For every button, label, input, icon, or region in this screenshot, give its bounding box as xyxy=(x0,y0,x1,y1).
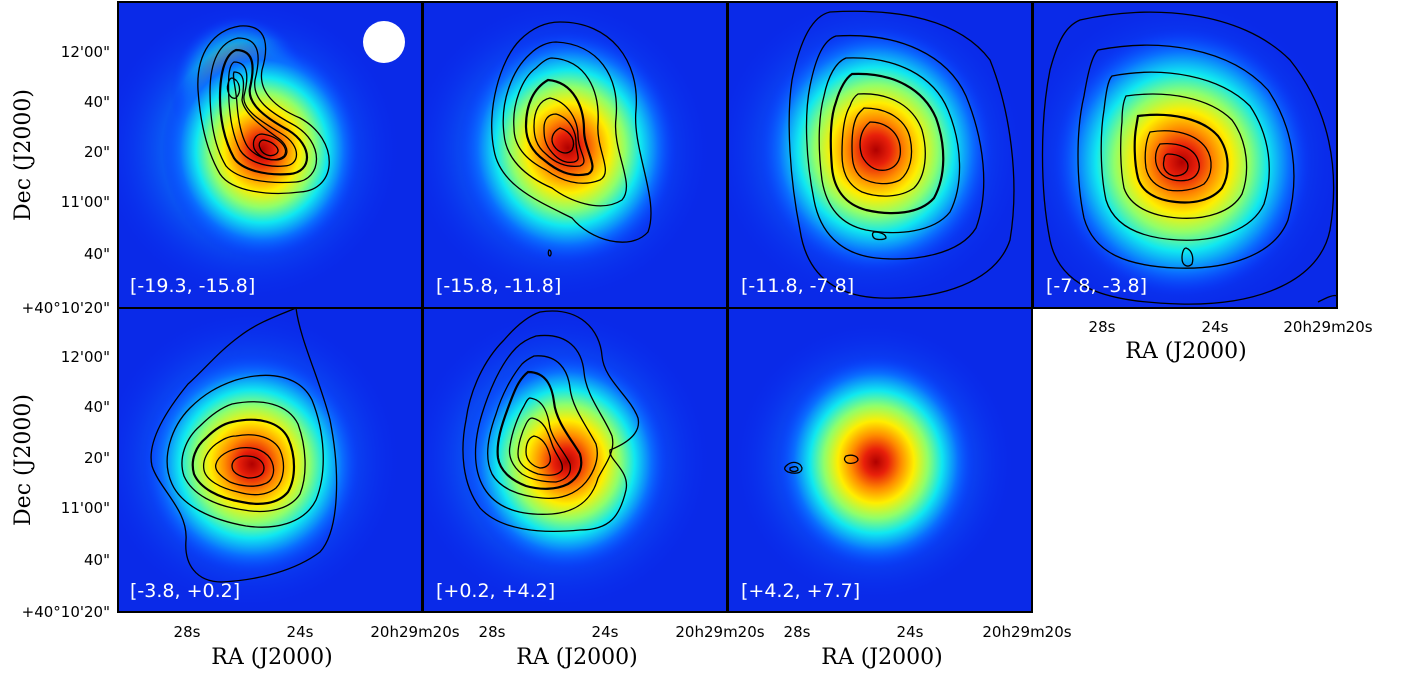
x-tick-label: 28s xyxy=(174,623,201,641)
y-tick-label: 40" xyxy=(84,398,110,416)
channel-panel-6: [+0.2, +4.2] xyxy=(422,307,728,613)
intensity-map xyxy=(1033,2,1337,308)
x-tick-label: 24s xyxy=(1202,318,1229,336)
intensity-map xyxy=(728,2,1032,308)
x-axis-label: RA (J2000) xyxy=(211,645,332,670)
panel-frame xyxy=(727,307,1033,613)
x-tick-label: 24s xyxy=(897,623,924,641)
intensity-map xyxy=(118,308,422,612)
y-axis-label: Dec (J2000) xyxy=(11,394,36,526)
y-axis-top: Dec (J2000) 12'00" 40" 20" 11'00" 40" +4… xyxy=(11,43,110,317)
channel-panel-7: [+4.2, +7.7] xyxy=(727,307,1033,613)
contours xyxy=(784,454,859,474)
intensity-map xyxy=(728,308,1032,612)
y-tick-label: 40" xyxy=(84,551,110,569)
x-axis-panel-5: 28s 24s 20h29m20s RA (J2000) xyxy=(174,623,460,670)
x-axis-label: RA (J2000) xyxy=(821,645,942,670)
x-axis-label: RA (J2000) xyxy=(1125,339,1246,364)
y-tick-label: +40°10'20" xyxy=(22,603,110,621)
velocity-range-label: [-19.3, -15.8] xyxy=(130,275,255,297)
x-tick-label: 28s xyxy=(479,623,506,641)
x-tick-label: 20h29m20s xyxy=(370,623,459,641)
panel-frame xyxy=(1032,1,1338,309)
y-tick-label: 11'00" xyxy=(61,193,110,211)
y-tick-label: +40°10'20" xyxy=(22,299,110,317)
velocity-range-label: [+0.2, +4.2] xyxy=(436,580,555,602)
intensity-map xyxy=(423,308,727,612)
y-tick-label: 20" xyxy=(84,143,110,161)
channel-panel-5: [-3.8, +0.2] xyxy=(117,307,423,613)
contours xyxy=(150,308,338,583)
y-tick-label: 12'00" xyxy=(61,348,110,366)
contours xyxy=(197,25,330,195)
velocity-range-label: [-7.8, -3.8] xyxy=(1046,275,1147,297)
y-axis-bottom: Dec (J2000) 12'00" 40" 20" 11'00" 40" +4… xyxy=(11,348,110,621)
velocity-range-label: [-11.8, -7.8] xyxy=(741,275,854,297)
y-tick-label: 12'00" xyxy=(61,43,110,61)
x-axis-panel-4: 28s 24s 20h29m20s RA (J2000) xyxy=(1089,318,1373,364)
x-tick-label: 20h29m20s xyxy=(982,623,1071,641)
channel-panel-1: [-19.3, -15.8] xyxy=(117,1,423,309)
x-tick-label: 20h29m20s xyxy=(1283,318,1372,336)
velocity-range-label: [-15.8, -11.8] xyxy=(436,275,561,297)
channel-panel-4: [-7.8, -3.8] xyxy=(1032,1,1338,309)
contours xyxy=(462,310,640,532)
y-tick-label: 40" xyxy=(84,93,110,111)
channel-panel-2: [-15.8, -11.8] xyxy=(422,1,728,309)
x-tick-label: 28s xyxy=(1089,318,1116,336)
channel-panel-3: [-11.8, -7.8] xyxy=(727,1,1033,309)
x-axis-label: RA (J2000) xyxy=(516,645,637,670)
x-axis-panel-6: 28s 24s 20h29m20s RA (J2000) xyxy=(479,623,765,670)
contours xyxy=(1041,11,1337,305)
x-tick-label: 24s xyxy=(592,623,619,641)
contours xyxy=(788,10,1015,299)
velocity-range-label: [-3.8, +0.2] xyxy=(130,580,240,602)
x-tick-label: 24s xyxy=(287,623,314,641)
velocity-range-label: [+4.2, +7.7] xyxy=(741,580,860,602)
intensity-map xyxy=(423,2,727,308)
y-tick-label: 40" xyxy=(84,245,110,263)
intensity-map xyxy=(118,2,422,308)
contours xyxy=(491,21,652,257)
x-axis-panel-7: 28s 24s 20h29m20s RA (J2000) xyxy=(784,623,1072,670)
beam-circle xyxy=(363,21,405,63)
x-tick-label: 28s xyxy=(784,623,811,641)
y-tick-label: 11'00" xyxy=(61,499,110,517)
y-tick-label: 20" xyxy=(84,449,110,467)
x-tick-label: 20h29m20s xyxy=(675,623,764,641)
y-axis-label: Dec (J2000) xyxy=(11,89,36,221)
